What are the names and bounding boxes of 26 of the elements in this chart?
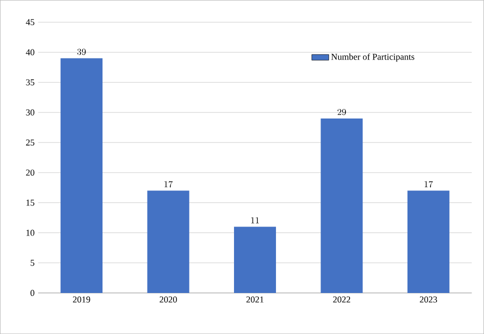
y-tick-label: 15 [26,200,34,206]
x-tick-label: 2023 [420,296,438,302]
y-tick-label: 0 [30,290,34,296]
y-tick-label: 40 [26,49,34,56]
bar [407,190,450,293]
x-tick-label: 2019 [72,296,90,302]
data-label: 39 [77,48,86,55]
data-label: 17 [164,181,173,188]
y-tick-label: 35 [26,79,34,86]
bar [234,226,276,293]
y-tick-label: 20 [26,170,34,176]
y-tick-label: 10 [26,230,34,236]
legend-label: Number of Participants [331,53,414,62]
x-tick-label: 2020 [160,296,177,302]
bar [320,118,363,293]
bar [147,190,190,293]
bar [60,58,103,293]
x-tick-label: 2021 [246,296,264,302]
data-label: 17 [424,181,433,188]
x-tick-label: 2022 [333,296,350,302]
data-label: 29 [338,108,346,116]
data-label: 11 [251,217,259,224]
y-tick-label: 45 [26,19,34,26]
y-tick-label: 30 [26,109,34,116]
y-tick-label: 25 [26,139,34,146]
y-tick-label: 5 [30,260,34,266]
